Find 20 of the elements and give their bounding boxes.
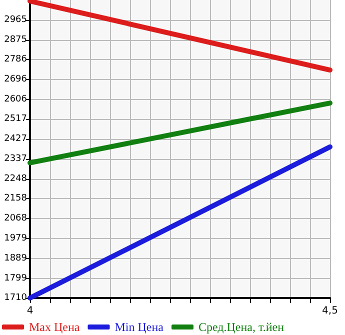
y-tick-label: 2427	[4, 134, 27, 144]
x-tick-label: 4	[26, 306, 34, 316]
y-tick-label: 2875	[4, 34, 27, 45]
y-tick-label: 2068	[4, 214, 28, 224]
y-tick-label: 2786	[4, 54, 28, 65]
legend-label: Сред.Цена, т.йен	[198, 320, 285, 334]
y-tick-label: 1710	[4, 293, 28, 303]
y-tick-label: 1979	[4, 233, 28, 244]
legend-label: Min Цена	[114, 320, 164, 334]
y-tick-label: 1889	[4, 253, 28, 264]
y-tick-label: 2696	[4, 74, 28, 85]
y-tick-label: 2158	[4, 194, 28, 204]
legend-label: Max Цена	[29, 320, 80, 334]
y-tick-label: 2606	[4, 94, 28, 104]
y-tick-label: 2248	[4, 174, 28, 184]
y-tick-label: 2965	[4, 14, 27, 25]
y-tick-label: 2337	[4, 154, 27, 164]
y-tick-label: 1799	[4, 273, 28, 284]
y-tick-label: 2517	[4, 114, 27, 124]
x-tick-label: 4,5	[322, 306, 338, 316]
